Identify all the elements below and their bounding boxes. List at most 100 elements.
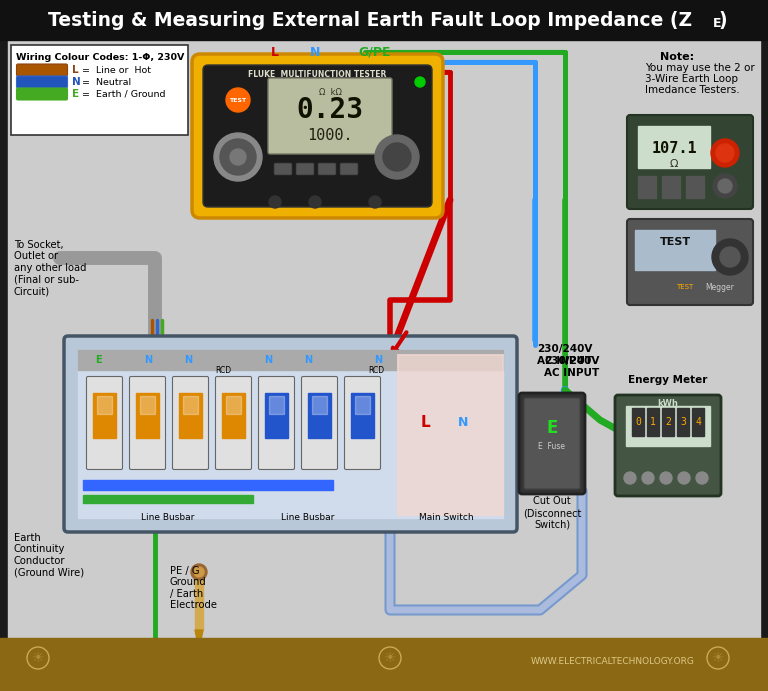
FancyBboxPatch shape bbox=[318, 163, 336, 175]
FancyBboxPatch shape bbox=[340, 163, 358, 175]
Text: 3-Wire Earth Loop: 3-Wire Earth Loop bbox=[645, 74, 738, 84]
Circle shape bbox=[716, 144, 734, 162]
Text: N: N bbox=[458, 415, 468, 428]
FancyBboxPatch shape bbox=[192, 54, 443, 218]
Bar bbox=[78, 350, 503, 370]
Text: N: N bbox=[304, 355, 312, 365]
Text: =  Line or  Hot: = Line or Hot bbox=[79, 66, 151, 75]
Circle shape bbox=[718, 179, 732, 193]
Bar bbox=[179, 393, 202, 438]
Text: Cut Out
(Disconnect
Switch): Cut Out (Disconnect Switch) bbox=[523, 496, 581, 529]
FancyBboxPatch shape bbox=[87, 377, 123, 469]
Text: 0: 0 bbox=[635, 417, 641, 427]
Circle shape bbox=[220, 139, 256, 175]
Circle shape bbox=[720, 247, 740, 267]
Bar bbox=[269, 396, 284, 414]
FancyBboxPatch shape bbox=[216, 377, 251, 469]
Text: Testing & Measuring External Earth Fault Loop Impedance (Z: Testing & Measuring External Earth Fault… bbox=[48, 10, 692, 30]
Text: Megger: Megger bbox=[706, 283, 734, 292]
Bar bbox=[662, 408, 674, 436]
Circle shape bbox=[375, 135, 419, 179]
Text: Line Busbar: Line Busbar bbox=[281, 513, 335, 522]
FancyBboxPatch shape bbox=[627, 219, 753, 305]
Circle shape bbox=[678, 472, 690, 484]
Text: L: L bbox=[420, 415, 430, 430]
Bar bbox=[78, 350, 503, 518]
Bar bbox=[83, 480, 333, 490]
Circle shape bbox=[696, 472, 708, 484]
Bar bbox=[195, 572, 203, 630]
Circle shape bbox=[660, 472, 672, 484]
FancyBboxPatch shape bbox=[173, 377, 208, 469]
Text: TEST: TEST bbox=[230, 97, 247, 102]
FancyBboxPatch shape bbox=[16, 76, 68, 88]
Bar bbox=[308, 393, 331, 438]
Text: RCD: RCD bbox=[215, 366, 231, 375]
Text: ☀: ☀ bbox=[31, 651, 45, 665]
Bar bbox=[638, 126, 710, 168]
FancyBboxPatch shape bbox=[519, 393, 585, 494]
Text: N: N bbox=[310, 46, 320, 59]
Circle shape bbox=[415, 77, 425, 87]
Bar bbox=[692, 408, 704, 436]
Text: kWh: kWh bbox=[657, 399, 678, 408]
FancyBboxPatch shape bbox=[130, 377, 165, 469]
Text: N: N bbox=[144, 355, 152, 365]
Text: 1: 1 bbox=[650, 417, 656, 427]
Text: TEST: TEST bbox=[677, 284, 694, 290]
Text: 3: 3 bbox=[680, 417, 686, 427]
FancyBboxPatch shape bbox=[11, 45, 188, 135]
Circle shape bbox=[194, 567, 204, 577]
Text: You may use the 2 or: You may use the 2 or bbox=[645, 63, 755, 73]
FancyBboxPatch shape bbox=[16, 88, 68, 100]
Text: To Socket,
Outlet or
any other load
(Final or sub-
Circuit): To Socket, Outlet or any other load (Fin… bbox=[14, 240, 87, 296]
FancyBboxPatch shape bbox=[524, 398, 580, 489]
Circle shape bbox=[309, 196, 321, 208]
Text: =  Earth / Ground: = Earth / Ground bbox=[79, 90, 165, 99]
Text: Main Switch: Main Switch bbox=[419, 513, 473, 522]
Bar bbox=[662, 176, 680, 198]
Text: 4: 4 bbox=[695, 417, 701, 427]
FancyBboxPatch shape bbox=[615, 395, 721, 496]
FancyBboxPatch shape bbox=[64, 336, 517, 532]
Text: E: E bbox=[94, 355, 101, 365]
Bar bbox=[265, 393, 288, 438]
Circle shape bbox=[214, 133, 262, 181]
Bar bbox=[0, 638, 768, 691]
Text: 1000.: 1000. bbox=[307, 128, 353, 142]
Bar bbox=[226, 396, 241, 414]
Text: 107.1: 107.1 bbox=[651, 140, 697, 155]
Text: =  Neutral: = Neutral bbox=[79, 77, 131, 86]
Text: Ω: Ω bbox=[670, 159, 678, 169]
Text: TEST: TEST bbox=[660, 237, 690, 247]
Bar bbox=[136, 393, 159, 438]
FancyBboxPatch shape bbox=[345, 377, 380, 469]
Bar bbox=[0, 0, 768, 40]
Bar bbox=[8, 40, 760, 638]
Text: Line Busbar: Line Busbar bbox=[141, 513, 194, 522]
Circle shape bbox=[711, 139, 739, 167]
Circle shape bbox=[269, 196, 281, 208]
Circle shape bbox=[191, 564, 207, 580]
Text: N: N bbox=[264, 355, 272, 365]
FancyBboxPatch shape bbox=[627, 115, 753, 209]
Bar bbox=[140, 396, 155, 414]
Text: ☀: ☀ bbox=[384, 651, 396, 665]
Text: Earth
Continuity
Conductor
(Ground Wire): Earth Continuity Conductor (Ground Wire) bbox=[14, 533, 84, 578]
Bar bbox=[398, 355, 503, 515]
Circle shape bbox=[713, 174, 737, 198]
Text: RCD: RCD bbox=[368, 366, 384, 375]
Bar bbox=[97, 396, 112, 414]
Text: ): ) bbox=[718, 10, 727, 30]
Text: Energy Meter: Energy Meter bbox=[628, 375, 707, 385]
Bar bbox=[638, 176, 656, 198]
Circle shape bbox=[383, 143, 411, 171]
Bar bbox=[632, 408, 644, 436]
Text: 230/240V
AC INPUT: 230/240V AC INPUT bbox=[538, 344, 593, 366]
Text: WWW.ELECTRICALTECHNOLOGY.ORG: WWW.ELECTRICALTECHNOLOGY.ORG bbox=[531, 658, 695, 667]
FancyBboxPatch shape bbox=[268, 78, 392, 154]
FancyBboxPatch shape bbox=[16, 64, 68, 76]
Bar bbox=[635, 230, 715, 270]
Text: N: N bbox=[72, 77, 81, 87]
Text: 0.23: 0.23 bbox=[296, 96, 363, 124]
